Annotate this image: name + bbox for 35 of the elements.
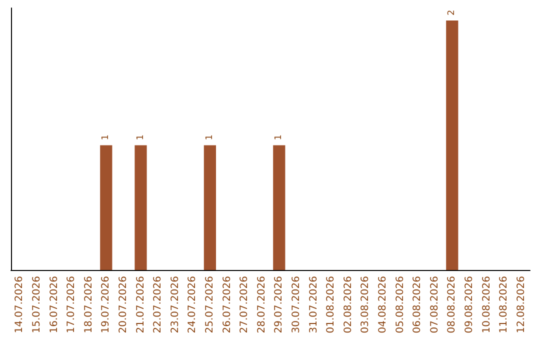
x-tick-label: 03.08.2026 xyxy=(360,276,372,334)
x-tick-label: 15.07.2026 xyxy=(31,276,42,334)
x-tick-label: 11.08.2026 xyxy=(498,276,510,334)
x-tick-label: 10.08.2026 xyxy=(481,276,492,334)
x-tick-label: 18.07.2026 xyxy=(83,276,94,334)
data-label: 1 xyxy=(101,134,112,140)
x-tick-label: 07.08.2026 xyxy=(429,276,440,334)
x-tick-label: 29.07.2026 xyxy=(274,276,285,334)
x-tick-label: 26.07.2026 xyxy=(222,276,233,334)
data-label: 1 xyxy=(136,134,146,140)
x-tick-label: 02.08.2026 xyxy=(342,276,354,334)
x-tick-label: 16.07.2026 xyxy=(48,276,60,334)
x-tick-label: 04.08.2026 xyxy=(377,276,388,334)
x-tick-label: 20.07.2026 xyxy=(118,276,129,334)
x-tick-label: 28.07.2026 xyxy=(256,276,268,334)
data-label: 1 xyxy=(204,134,215,140)
x-tick-label: 08.08.2026 xyxy=(446,276,458,334)
data-label: 1 xyxy=(274,134,284,140)
x-tick-label: 25.07.2026 xyxy=(204,276,216,334)
x-tick-label: 30.07.2026 xyxy=(290,276,302,334)
x-tick-label: 01.08.2026 xyxy=(326,276,337,334)
x-tick-label: 27.07.2026 xyxy=(239,276,250,334)
x-tick-label: 22.07.2026 xyxy=(152,276,164,334)
x-tick-label: 31.07.2026 xyxy=(308,276,320,334)
x-tick-label: 17.07.2026 xyxy=(66,276,78,334)
x-tick-label: 09.08.2026 xyxy=(464,276,475,334)
x-tick-label: 05.08.2026 xyxy=(394,276,406,334)
x-tick-label: 19.07.2026 xyxy=(100,276,112,334)
x-tick-label: 21.07.2026 xyxy=(135,276,146,334)
x-tick-label: 14.07.2026 xyxy=(14,276,26,334)
x-tick-label: 23.07.2026 xyxy=(170,276,181,334)
x-tick-label: 06.08.2026 xyxy=(412,276,424,334)
x-tick-label: 24.07.2026 xyxy=(187,276,198,334)
data-label: 2 xyxy=(447,10,458,16)
x-tick-label: 12.08.2026 xyxy=(516,276,527,334)
